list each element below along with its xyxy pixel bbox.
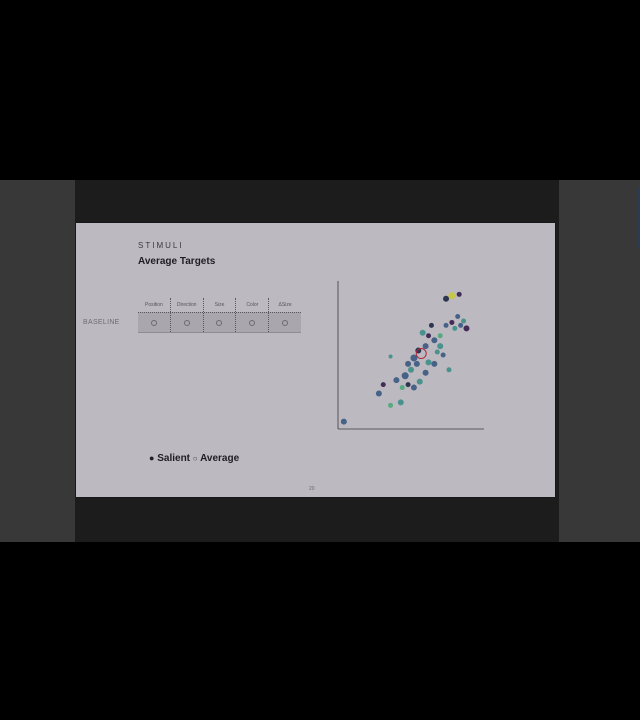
presentation-slide: STIMULI Average Targets BASELINE Positio…	[76, 223, 555, 497]
table-cell	[171, 313, 204, 332]
scatter-point	[422, 343, 429, 350]
column-header-size: Size	[204, 298, 237, 312]
legend-average: Average	[200, 453, 240, 464]
page-number: 20	[309, 486, 315, 492]
slide-title: Average Targets	[138, 256, 216, 267]
side-panel-right	[559, 180, 640, 542]
scatter-point	[340, 418, 347, 425]
circle-icon	[282, 319, 289, 326]
scatter-point	[431, 360, 438, 367]
side-accent	[637, 188, 640, 248]
baseline-row	[138, 312, 301, 333]
scatter-point	[449, 319, 455, 325]
scatter-point	[425, 359, 432, 366]
baseline-row-label: BASELINE	[83, 319, 120, 326]
circle-icon	[150, 319, 157, 326]
scatter-point	[410, 384, 417, 391]
scatter-point	[393, 377, 400, 384]
salient-marker-icon: ●	[149, 453, 155, 463]
side-panel-left	[0, 180, 75, 542]
table-cell	[204, 313, 237, 332]
circle-icon	[216, 319, 223, 326]
scatter-point	[448, 292, 456, 300]
scatter-point	[399, 385, 405, 391]
scatter-point	[426, 333, 432, 339]
scatter-point	[401, 372, 409, 380]
highlighted-target-point	[415, 348, 427, 360]
table-cell	[138, 313, 171, 332]
scatter-point	[437, 333, 443, 339]
legend: ● Salient ○ Average	[149, 453, 239, 464]
scatter-point	[443, 295, 450, 302]
scatter-point	[452, 325, 458, 331]
scatter-plot	[337, 281, 484, 430]
table-cell	[236, 313, 270, 332]
scatter-point	[416, 378, 423, 385]
scatter-point	[455, 314, 461, 320]
scatter-point	[405, 382, 411, 388]
scatter-point	[375, 390, 382, 397]
scatter-point	[380, 382, 386, 388]
column-header-position: Position	[138, 298, 171, 312]
scatter-points	[340, 291, 470, 425]
scatter-point	[434, 349, 440, 355]
scatter-point	[405, 360, 412, 367]
scatter-point	[388, 354, 393, 359]
scatter-point	[458, 322, 464, 328]
scatter-point	[419, 329, 426, 336]
legend-salient: Salient	[157, 453, 191, 464]
circle-icon	[249, 319, 256, 326]
condition-table: Position Direction Size Color ΔSize	[138, 298, 301, 333]
table-header: Position Direction Size Color ΔSize	[138, 298, 301, 312]
slide-kicker: STIMULI	[138, 241, 184, 250]
scatter-point	[440, 352, 446, 358]
scatter-point	[428, 322, 434, 328]
average-marker-icon: ○	[192, 454, 198, 463]
scatter-point	[437, 343, 444, 350]
table-cell	[269, 313, 301, 332]
scatter-point	[461, 318, 467, 324]
scatter-point	[397, 399, 404, 406]
scatter-point	[443, 322, 449, 328]
column-header-color: Color	[236, 298, 270, 312]
scatter-point	[463, 325, 470, 332]
scatter-point	[446, 367, 452, 373]
column-header-delta-size: ΔSize	[278, 302, 292, 308]
circle-icon	[183, 319, 190, 326]
scatter-point	[456, 291, 462, 297]
scatter-point	[408, 366, 414, 373]
column-header-direction: Direction	[171, 298, 204, 312]
scatter-point	[410, 354, 418, 362]
scatter-point	[431, 337, 438, 344]
scatter-point	[422, 369, 429, 376]
scatter-point	[388, 402, 394, 408]
scatter-point	[413, 360, 420, 367]
